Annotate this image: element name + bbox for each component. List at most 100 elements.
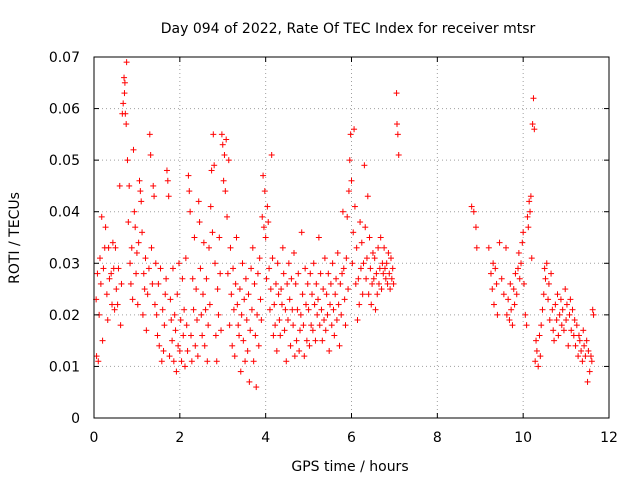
data-point <box>197 265 204 272</box>
data-point <box>198 311 205 318</box>
data-point <box>129 296 136 303</box>
data-point <box>311 301 318 308</box>
data-point <box>117 322 124 329</box>
data-point <box>555 332 562 339</box>
data-point <box>545 296 552 303</box>
data-point <box>182 255 189 262</box>
data-point <box>97 280 104 287</box>
data-point <box>137 188 144 195</box>
data-point <box>304 280 311 287</box>
data-point <box>251 280 258 287</box>
data-point <box>371 255 378 262</box>
data-point <box>581 342 588 349</box>
data-point <box>219 141 226 148</box>
data-point <box>204 358 211 365</box>
data-point <box>509 322 516 329</box>
data-point <box>218 327 225 334</box>
data-point <box>569 306 576 313</box>
x-tick-label: 6 <box>347 430 356 446</box>
data-point <box>193 286 200 293</box>
data-point <box>95 358 102 365</box>
data-point <box>123 121 130 128</box>
data-point <box>341 296 348 303</box>
data-point <box>496 239 503 246</box>
data-point <box>329 260 336 267</box>
data-point <box>583 337 590 344</box>
data-point <box>303 337 310 344</box>
y-tick-label: 0.02 <box>49 308 80 324</box>
data-point <box>265 219 272 226</box>
data-point <box>282 306 289 313</box>
data-point <box>147 151 154 158</box>
data-point <box>175 342 182 349</box>
data-point <box>358 239 365 246</box>
data-point <box>224 213 231 220</box>
data-point <box>508 306 515 313</box>
data-point <box>169 265 176 272</box>
data-point <box>347 131 354 138</box>
data-point <box>258 317 265 324</box>
data-point <box>570 332 577 339</box>
data-point <box>277 332 284 339</box>
data-point <box>366 234 373 241</box>
data-point <box>532 358 539 365</box>
data-point <box>139 229 146 236</box>
data-point <box>337 280 344 287</box>
data-point <box>171 311 178 318</box>
data-point <box>348 177 355 184</box>
data-point <box>345 286 352 293</box>
data-point <box>224 270 231 277</box>
y-tick-label: 0.03 <box>49 256 80 272</box>
data-point <box>253 384 260 391</box>
data-point <box>118 280 125 287</box>
data-point <box>209 229 216 236</box>
data-point <box>190 306 197 313</box>
data-point <box>380 270 387 277</box>
data-point <box>293 337 300 344</box>
data-point <box>244 347 251 354</box>
x-tick-label: 8 <box>433 430 442 446</box>
data-point <box>261 188 268 195</box>
grid-lines <box>94 57 609 418</box>
data-point <box>252 332 259 339</box>
data-point <box>151 193 158 200</box>
data-point <box>319 337 326 344</box>
data-point <box>291 353 298 360</box>
data-point <box>556 311 563 318</box>
data-point <box>278 286 285 293</box>
data-point <box>112 244 119 251</box>
data-point <box>174 291 181 298</box>
data-point <box>590 311 597 318</box>
data-point <box>503 311 510 318</box>
data-point <box>487 270 494 277</box>
data-point <box>216 234 223 241</box>
data-point <box>127 280 134 287</box>
data-point <box>218 131 225 138</box>
x-tick-label: 2 <box>175 430 184 446</box>
data-point <box>247 327 254 334</box>
data-point <box>227 244 234 251</box>
data-point <box>538 322 545 329</box>
data-point <box>349 260 356 267</box>
data-point <box>516 275 523 282</box>
data-point <box>131 208 138 215</box>
data-point <box>539 306 546 313</box>
data-point <box>167 296 174 303</box>
data-point <box>506 317 513 324</box>
data-point <box>385 249 392 256</box>
data-point <box>177 317 184 324</box>
data-point <box>563 301 570 308</box>
data-point <box>233 234 240 241</box>
data-point <box>567 296 574 303</box>
data-point <box>210 131 217 138</box>
data-point <box>353 244 360 251</box>
data-point <box>361 162 368 169</box>
data-point <box>375 244 382 251</box>
data-point <box>473 244 480 251</box>
data-point <box>557 296 564 303</box>
data-point <box>175 260 182 267</box>
data-point <box>559 306 566 313</box>
data-point <box>100 265 107 272</box>
data-point <box>246 378 253 385</box>
y-axis-label: ROTI / TECUs <box>7 192 23 284</box>
